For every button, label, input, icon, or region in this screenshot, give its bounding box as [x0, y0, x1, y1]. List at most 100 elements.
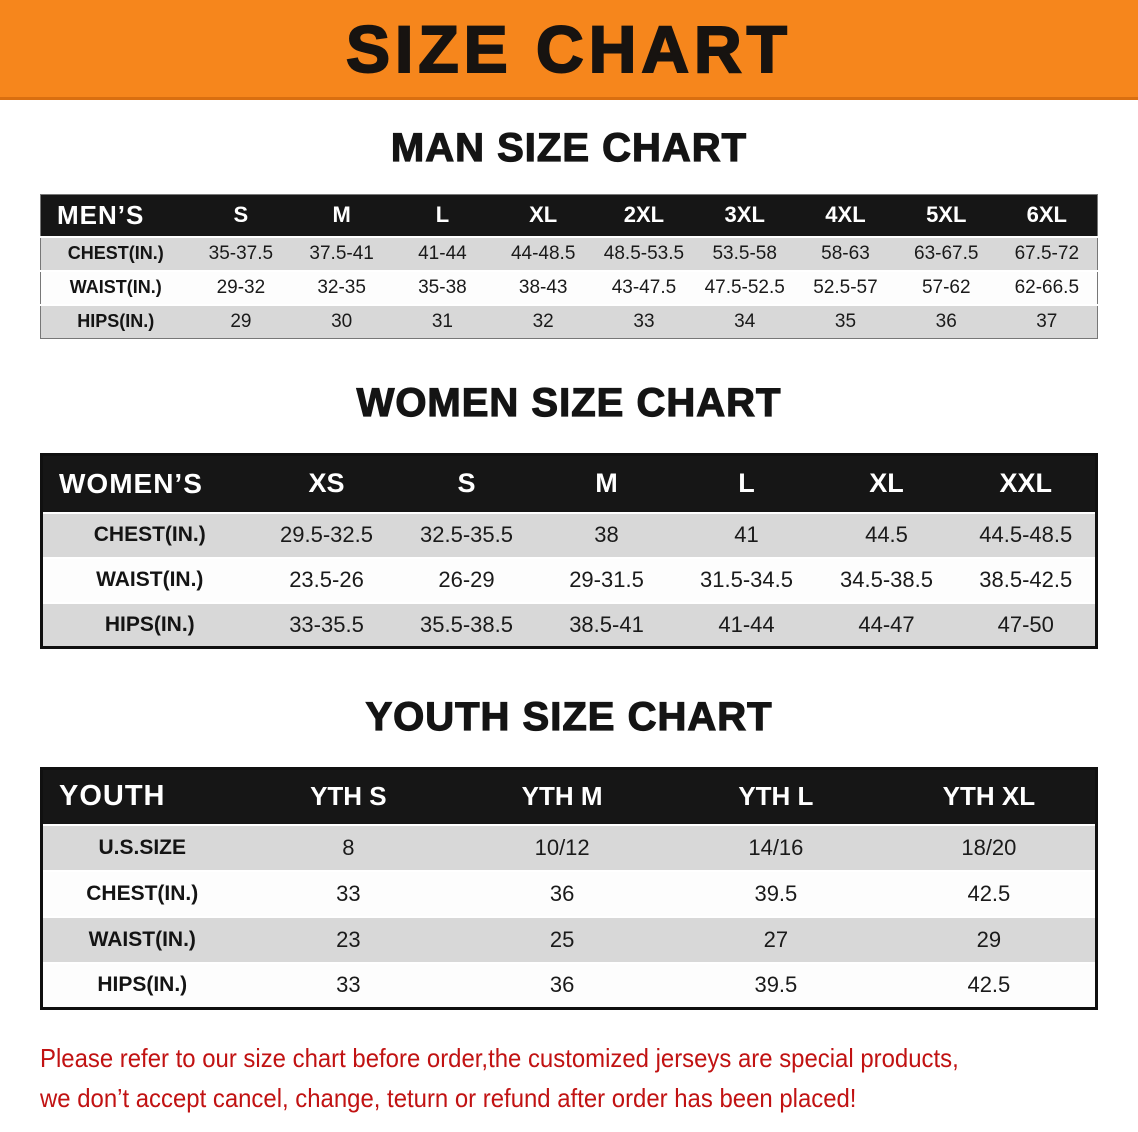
size-value-cell: 39.5 — [754, 972, 798, 998]
size-value-cell: 42.5 — [967, 972, 1011, 998]
size-value-cell: 32-35 — [317, 276, 366, 298]
size-value-cell: 29 — [976, 926, 1002, 952]
row-label: U.S.SIZE — [98, 835, 187, 859]
size-chart-banner: SIZE CHART — [0, 0, 1138, 100]
row-label: HIPS(IN.) — [104, 612, 195, 636]
size-column-header: M — [291, 194, 393, 237]
size-value-cell: 8 — [342, 834, 355, 860]
size-value-cell: 33 — [633, 310, 655, 332]
size-value-cell: 38.5-42.5 — [979, 567, 1073, 592]
size-value-cell: 47-50 — [997, 611, 1054, 637]
disclaimer: Please refer to our size chart before or… — [40, 1038, 1098, 1119]
youth-size-table: YOUTH YTH S YTH M YTH L YTH XL U.S.SIZE 8 10/12… — [40, 767, 1098, 1010]
size-value-cell: 52.5-57 — [813, 276, 878, 298]
size-value-cell: 43-47.5 — [611, 276, 677, 298]
size-value-cell: 31.5-34.5 — [700, 567, 793, 592]
size-value-cell: 36 — [549, 880, 575, 906]
size-value-cell: 23 — [336, 926, 361, 952]
table-corner-header: MEN’S — [40, 194, 191, 237]
size-value-cell: 31 — [431, 310, 453, 332]
page-title: SIZE CHART — [345, 11, 792, 87]
size-value-cell: 35-37.5 — [208, 242, 274, 264]
table-row: WAIST(IN.) 23.5-26 26-29 29-31.5 31.5-34.5 34… — [41, 557, 1097, 603]
size-value-cell: 42.5 — [967, 880, 1011, 906]
table-header-row: MEN’S S M L XL 2XL 3XL 4XL 5XL 6XL — [40, 194, 1098, 237]
size-value-cell: 10/12 — [534, 834, 590, 860]
size-column-header: 3XL — [694, 194, 796, 237]
table-row: U.S.SIZE 8 10/12 14/16 18/20 — [41, 824, 1097, 871]
row-label: WAIST(IN.) — [88, 927, 196, 951]
size-value-cell: 44-47 — [858, 611, 915, 637]
size-value-cell: 63-67.5 — [914, 242, 979, 264]
table-header-row: WOMEN’S XS S M L XL XXL — [41, 454, 1097, 513]
size-value-cell: 29.5-32.5 — [280, 522, 373, 547]
size-value-cell: 37.5-41 — [309, 242, 374, 264]
size-column-header: 6XL — [996, 194, 1098, 237]
men-size-table: MEN’S S M L XL 2XL 3XL 4XL 5XL 6XL CHEST(IN.) 35-37… — [40, 194, 1098, 339]
size-value-cell: 44.5-48.5 — [979, 522, 1073, 547]
table-header-row: YOUTH YTH S YTH M YTH L YTH XL — [41, 768, 1097, 825]
size-column-header: XS — [256, 454, 397, 513]
size-column-header: XL — [816, 454, 957, 513]
row-label: HIPS(IN.) — [97, 973, 188, 997]
size-value-cell: 62-66.5 — [1014, 276, 1080, 298]
men-section: MAN SIZE CHART MEN’S S M L XL 2XL 3XL 4XL 5XL 6XL… — [0, 124, 1138, 339]
size-value-cell: 33 — [336, 880, 361, 906]
size-value-cell: 35-38 — [418, 276, 467, 298]
size-value-cell: 58-63 — [821, 242, 870, 264]
table-row: HIPS(IN.) 33-35.5 35.5-38.5 38.5-41 41-44 44-… — [41, 602, 1097, 648]
disclaimer-line-2: we don’t accept cancel, change, teturn o… — [40, 1083, 857, 1114]
size-value-cell: 36 — [935, 310, 957, 332]
size-column-header: YTH L — [669, 768, 883, 825]
row-label: WAIST(IN.) — [96, 568, 204, 591]
size-column-header: YTH M — [455, 768, 669, 825]
size-value-cell: 36 — [549, 972, 575, 998]
women-section: WOMEN SIZE CHART WOMEN’S XS S M L XL XXL CHEST(… — [0, 379, 1138, 649]
row-label: HIPS(IN.) — [77, 311, 155, 332]
size-value-cell: 29 — [230, 310, 252, 332]
size-column-header: YTH XL — [882, 768, 1097, 825]
size-value-cell: 26-29 — [438, 567, 495, 592]
size-value-cell: 29-31.5 — [569, 567, 644, 592]
size-column-header: XL — [492, 194, 594, 237]
size-value-cell: 41-44 — [418, 242, 467, 264]
row-label: CHEST(IN.) — [67, 243, 164, 263]
size-value-cell: 34 — [734, 310, 756, 332]
size-column-header: S — [190, 194, 292, 237]
size-column-header: 4XL — [795, 194, 896, 237]
size-value-cell: 38.5-41 — [569, 611, 644, 637]
size-value-cell: 34.5-38.5 — [840, 567, 933, 592]
size-value-cell: 53.5-58 — [712, 242, 777, 264]
size-value-cell: 35 — [834, 310, 857, 332]
size-value-cell: 39.5 — [754, 880, 798, 906]
disclaimer-line-1: Please refer to our size chart before or… — [40, 1043, 959, 1073]
size-value-cell: 32 — [532, 310, 554, 332]
size-value-cell: 44.5 — [865, 522, 908, 547]
size-value-cell: 27 — [763, 926, 789, 952]
size-value-cell: 48.5-53.5 — [603, 242, 685, 264]
size-value-cell: 23.5-26 — [289, 567, 364, 592]
size-value-cell: 25 — [549, 926, 575, 952]
size-column-header: L — [676, 454, 817, 513]
size-value-cell: 35.5-38.5 — [420, 611, 513, 637]
youth-section: YOUTH SIZE CHART YOUTH YTH S YTH M YTH L YTH… — [0, 693, 1138, 1010]
size-value-cell: 33 — [336, 972, 361, 998]
size-value-cell: 57-62 — [921, 276, 971, 298]
size-value-cell: 32.5-35.5 — [420, 522, 513, 547]
size-value-cell: 47.5-52.5 — [704, 276, 785, 298]
size-value-cell: 29-32 — [216, 276, 266, 298]
size-value-cell: 37 — [1036, 310, 1058, 332]
size-value-cell: 44-48.5 — [510, 242, 576, 264]
size-column-header: 5XL — [895, 194, 997, 237]
row-label: WAIST(IN.) — [69, 277, 162, 297]
table-row: WAIST(IN.) 29-32 32-35 35-38 38-43 43-47.5 47.… — [40, 270, 1098, 305]
size-column-header: YTH S — [241, 768, 456, 825]
size-value-cell: 14/16 — [748, 834, 804, 860]
size-value-cell: 38 — [594, 522, 619, 547]
size-value-cell: 41-44 — [718, 611, 775, 637]
size-value-cell: 18/20 — [961, 834, 1017, 860]
size-column-header: S — [396, 454, 537, 513]
size-column-header: M — [536, 454, 677, 513]
table-row: HIPS(IN.) 33 36 39.5 42.5 — [41, 962, 1097, 1009]
